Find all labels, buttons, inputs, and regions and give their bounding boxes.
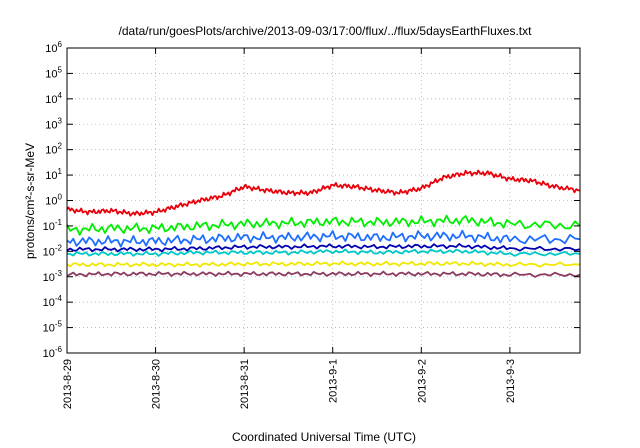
x-tick-label: 2013-9-3: [505, 359, 517, 403]
y-axis-title: protons/cm²-s-sr-MeV: [23, 143, 37, 259]
y-tick-label: 10-5: [43, 320, 63, 335]
series-line: [66, 214, 581, 236]
y-tick-label: 10-2: [43, 243, 63, 258]
x-tick-label: 2013-9-1: [328, 359, 340, 403]
y-tick-label: 103: [45, 116, 62, 131]
series-line: [66, 229, 581, 248]
chart-title: /data/run/goesPlots/archive/2013-09-03/1…: [119, 24, 533, 38]
y-tick-label: 101: [45, 167, 62, 182]
y-tick-label: 10-3: [43, 269, 63, 284]
x-axis-title: Coordinated Universal Time (UTC): [232, 430, 416, 444]
y-tick-label: 105: [45, 65, 62, 80]
y-tick-label: 10-6: [43, 345, 63, 360]
series-layer: [66, 169, 581, 278]
series-line: [66, 260, 581, 268]
x-tick-label: 2013-8-31: [239, 359, 251, 409]
series-line: [66, 169, 581, 217]
x-tick-label: 2013-9-2: [416, 359, 428, 403]
grid-lines: [67, 48, 580, 353]
series-line: [66, 270, 581, 278]
y-tick-label: 104: [45, 91, 62, 106]
y-tick-label: 10-4: [43, 294, 63, 309]
series-line: [66, 248, 581, 257]
x-tick-label: 2013-8-29: [62, 359, 74, 409]
axis-ticks: 10-6 10-5 10-4 10-3 10-2 10-1 100 101 102 103 104 1…: [43, 40, 580, 409]
y-tick-label: 10-1: [43, 218, 63, 233]
y-tick-label: 106: [45, 40, 62, 55]
y-tick-label: 100: [45, 193, 62, 208]
series-line: [66, 243, 581, 253]
x-tick-label: 2013-8-30: [151, 359, 163, 409]
y-tick-label: 102: [45, 142, 62, 157]
